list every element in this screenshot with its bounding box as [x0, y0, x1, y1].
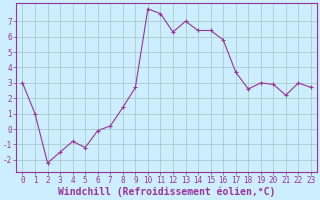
X-axis label: Windchill (Refroidissement éolien,°C): Windchill (Refroidissement éolien,°C) — [58, 187, 276, 197]
